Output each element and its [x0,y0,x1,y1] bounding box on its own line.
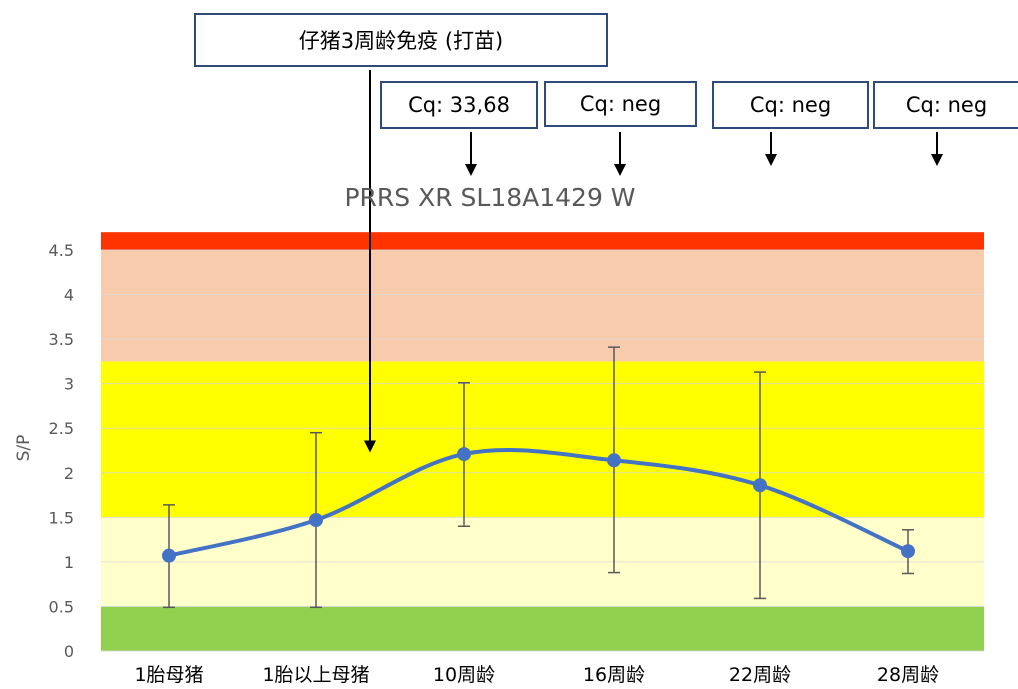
y-tick-label: 0 [64,642,74,661]
cq-arrow-16w-head [614,164,626,176]
y-tick-label: 1 [64,553,74,572]
y-axis-title: S/P [14,435,34,462]
vaccination-arrow-head [364,440,376,453]
band-4 [101,232,984,251]
cq-callout-28w: Cq: neg [873,81,1018,129]
cq-callout-16w: Cq: neg [544,81,697,127]
chart-title: PRRS XR SL18A1429 W [344,183,635,212]
band-0 [101,606,984,651]
series-line [167,448,910,558]
y-tick-label: 3.5 [49,330,74,349]
cq-arrow-22w-head [765,154,777,166]
y-tick-label: 4 [64,286,74,305]
cq-callout-22w: Cq: neg [712,81,869,129]
data-point [457,447,471,462]
annotation-arrows [364,70,943,453]
y-tick-label: 2 [64,464,74,483]
data-points [162,447,915,563]
data-point [309,513,323,528]
y-tick-label: 1.5 [49,508,74,527]
y-tick-label: 4.5 [49,241,74,260]
x-category-label: 28周龄 [877,664,939,686]
band-3 [101,250,984,362]
cq-arrow-10w-head [465,164,477,176]
x-category-label: 16周龄 [583,664,645,686]
data-point [162,548,176,563]
y-tick-label: 2.5 [49,419,74,438]
x-category-label: 1胎以上母猪 [262,664,369,686]
band-2 [101,361,984,518]
y-axis-ticks: 0 0.5 1 1.5 2 2.5 3 3.5 4 4.5 [49,241,74,661]
data-point [607,453,621,468]
series-line-path [167,448,910,558]
x-axis-categories: 1胎母猪 1胎以上母猪 10周龄 16周龄 22周龄 28周龄 [134,664,939,686]
data-point [753,478,767,493]
x-category-label: 10周龄 [433,664,495,686]
cq-arrow-28w-head [931,154,943,166]
y-tick-label: 0.5 [49,597,74,616]
data-point [901,544,915,559]
vaccination-callout: 仔猪3周龄免疫 (打苗) [194,13,608,67]
x-category-label: 22周龄 [729,664,791,686]
cq-callout-10w: Cq: 33,68 [380,81,538,129]
y-tick-label: 3 [64,375,74,394]
x-category-label: 1胎母猪 [134,664,203,686]
